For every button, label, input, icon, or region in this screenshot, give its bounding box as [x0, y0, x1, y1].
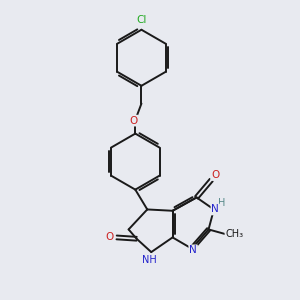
Text: O: O	[211, 170, 219, 180]
Text: CH₃: CH₃	[225, 229, 244, 239]
Text: NH: NH	[142, 255, 157, 265]
Text: O: O	[106, 232, 114, 242]
Text: N: N	[189, 245, 197, 255]
Text: O: O	[130, 116, 138, 126]
Text: N: N	[212, 204, 219, 214]
Text: H: H	[218, 198, 225, 208]
Text: Cl: Cl	[136, 15, 147, 25]
